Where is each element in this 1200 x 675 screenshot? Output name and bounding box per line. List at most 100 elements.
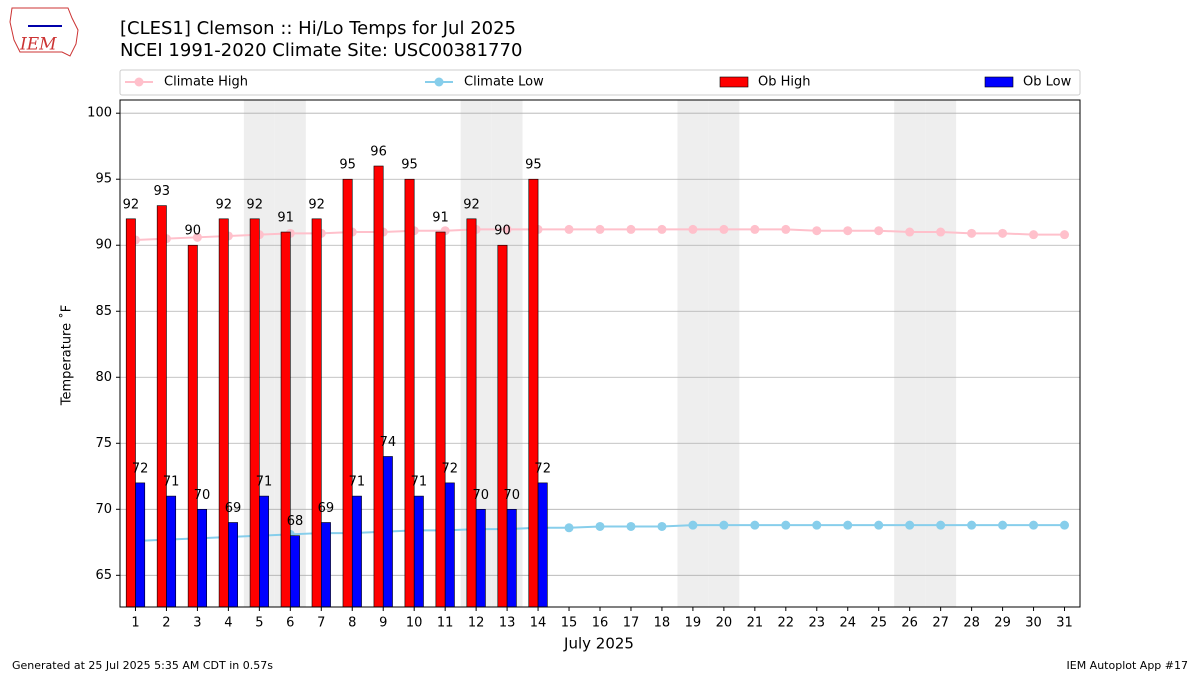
- data-label: 95: [525, 158, 542, 173]
- x-tick-label: 28: [963, 616, 980, 631]
- x-tick-label: 8: [348, 616, 356, 631]
- line-marker: [905, 520, 915, 530]
- line-marker: [967, 520, 977, 530]
- data-label: 90: [494, 224, 511, 239]
- bar: [290, 535, 300, 608]
- line-marker: [998, 228, 1008, 238]
- x-tick-label: 30: [1025, 616, 1042, 631]
- data-label: 95: [339, 158, 356, 173]
- data-label: 72: [534, 461, 551, 476]
- x-tick-label: 20: [716, 616, 733, 631]
- x-axis-label: July 2025: [563, 635, 634, 653]
- bar: [497, 244, 508, 608]
- bar: [259, 495, 269, 608]
- x-tick-label: 24: [839, 616, 856, 631]
- bar: [320, 522, 331, 608]
- x-tick-label: 11: [437, 616, 454, 631]
- plot-frame: [119, 99, 1081, 608]
- legend-marker: [134, 77, 144, 87]
- x-tick-label: 5: [255, 616, 263, 631]
- data-label: 74: [380, 435, 397, 450]
- line-marker: [874, 520, 884, 530]
- bar: [506, 508, 517, 608]
- line-marker: [874, 226, 884, 236]
- data-label: 95: [401, 158, 418, 173]
- legend-label: Ob High: [758, 75, 811, 90]
- x-tick-label: 16: [592, 616, 609, 631]
- line-marker: [564, 523, 574, 533]
- x-tick-label: 1: [131, 616, 139, 631]
- data-label: 71: [411, 475, 428, 490]
- y-tick-label: 95: [95, 172, 112, 187]
- line-marker: [905, 227, 915, 237]
- data-label: 70: [473, 488, 490, 503]
- data-label: 92: [463, 197, 480, 212]
- chart-subtitle: NCEI 1991-2020 Climate Site: USC00381770: [120, 40, 522, 61]
- bar: [156, 205, 167, 608]
- x-tick-label: 15: [561, 616, 578, 631]
- legend-box: [119, 69, 1081, 96]
- line-marker: [936, 520, 946, 530]
- data-label: 93: [154, 184, 171, 199]
- line-marker: [812, 520, 822, 530]
- y-tick-label: 65: [95, 568, 112, 583]
- x-tick-label: 25: [870, 616, 887, 631]
- bar: [249, 218, 260, 608]
- line-marker: [781, 520, 791, 530]
- data-label: 69: [318, 501, 335, 516]
- line-marker: [843, 520, 853, 530]
- line-marker: [1060, 230, 1070, 240]
- line-marker: [657, 521, 667, 531]
- data-label: 92: [308, 197, 325, 212]
- legend-label: Ob Low: [1023, 75, 1072, 90]
- x-tick-label: 22: [778, 616, 795, 631]
- bar: [342, 178, 353, 608]
- bar: [135, 482, 146, 608]
- bar: [197, 508, 208, 608]
- line-marker: [843, 226, 853, 236]
- data-label: 68: [287, 514, 304, 529]
- legend-swatch: [719, 76, 749, 88]
- x-tick-label: 21: [747, 616, 764, 631]
- line-marker: [626, 521, 636, 531]
- line-marker: [719, 224, 729, 234]
- bar: [373, 165, 384, 608]
- bar: [404, 178, 415, 608]
- footer-left: Generated at 25 Jul 2025 5:35 AM CDT in …: [12, 659, 273, 672]
- data-label: 70: [194, 488, 211, 503]
- line-marker: [1060, 520, 1070, 530]
- line-marker: [1029, 230, 1039, 240]
- y-tick-label: 75: [95, 436, 112, 451]
- y-tick-label: 100: [87, 106, 112, 121]
- bar: [218, 218, 229, 608]
- data-label: 92: [246, 197, 263, 212]
- x-tick-label: 27: [932, 616, 949, 631]
- bar: [382, 456, 393, 608]
- line-marker: [688, 224, 698, 234]
- x-tick-label: 18: [654, 616, 671, 631]
- x-tick-label: 19: [685, 616, 702, 631]
- y-tick-label: 80: [95, 370, 112, 385]
- y-axis-label: Temperature ˚F: [59, 305, 75, 406]
- bar: [125, 218, 136, 608]
- bar: [466, 218, 477, 608]
- y-tick-label: 90: [95, 238, 112, 253]
- line-marker: [626, 224, 636, 234]
- bar: [311, 218, 322, 608]
- footer-right: IEM Autoplot App #17: [1067, 659, 1189, 672]
- x-tick-label: 17: [623, 616, 640, 631]
- bar: [528, 178, 539, 608]
- line-marker: [967, 228, 977, 238]
- data-label: 71: [256, 475, 273, 490]
- x-tick-label: 13: [499, 616, 516, 631]
- logo: IEM: [9, 7, 79, 57]
- chart-title: [CLES1] Clemson :: Hi/Lo Temps for Jul 2…: [120, 18, 516, 39]
- logo-text: IEM: [19, 35, 57, 55]
- line-marker: [750, 520, 760, 530]
- data-label: 72: [132, 461, 149, 476]
- x-tick-label: 4: [224, 616, 232, 631]
- weekend-shade: [894, 100, 926, 607]
- logo-outline: [9, 7, 79, 57]
- data-label: 69: [225, 501, 242, 516]
